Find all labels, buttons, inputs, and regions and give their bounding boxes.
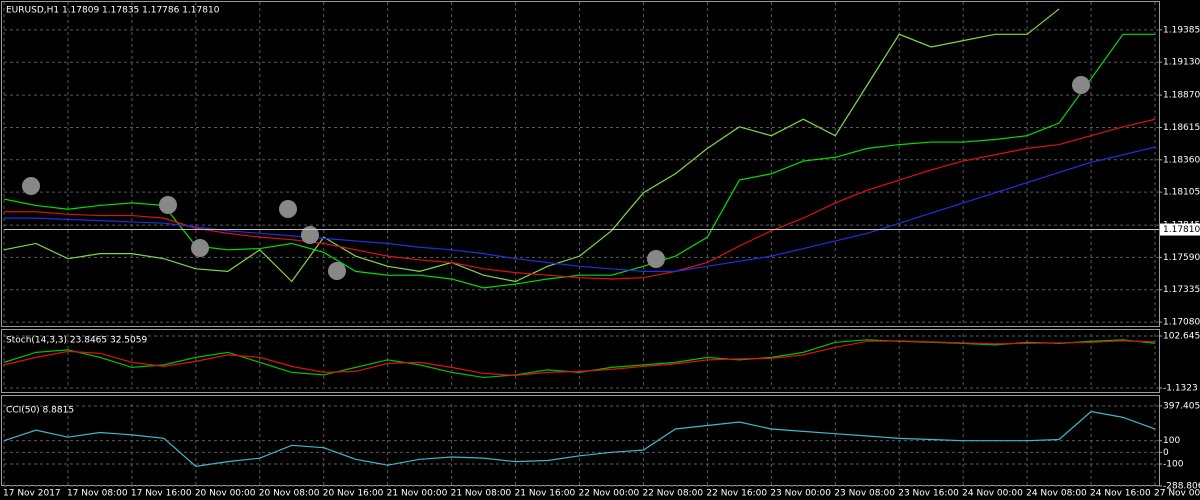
x-tick-label: 23 Nov 16:00: [898, 489, 959, 499]
y-tick-label: 1.17080: [1163, 318, 1200, 328]
x-tick-label: 22 Nov 16:00: [706, 489, 767, 499]
x-tick-label: 20 Nov 16:00: [323, 489, 384, 499]
x-tick-label: 24 Nov 00:00: [962, 489, 1023, 499]
x-tick-label: 21 Nov 08:00: [451, 489, 512, 499]
stoch-panel: [1, 329, 1160, 393]
x-tick-label: 21 Nov 16:00: [515, 489, 576, 499]
y-tick-label: 1.19385: [1163, 25, 1200, 35]
x-tick-label: 17 Nov 08:00: [67, 489, 128, 499]
x-tick-label: 24 Nov 08:00: [1026, 489, 1087, 499]
signal-marker: [191, 239, 209, 257]
x-tick-label: 22 Nov 00:00: [579, 489, 640, 499]
x-tick-label: 17 Nov 16:00: [131, 489, 192, 499]
signal-marker: [328, 262, 346, 280]
y-tick-label: 1.18105: [1163, 188, 1200, 198]
y-tick-label: -1.1323: [1163, 384, 1198, 394]
signal-marker: [647, 250, 665, 268]
y-tick-label: 100: [1163, 436, 1180, 446]
y-tick-label: 1.18360: [1163, 155, 1200, 165]
signal-marker: [279, 200, 297, 218]
panel-title: CCI(50) 8.8815: [6, 406, 74, 416]
price-label-box: [1160, 223, 1200, 236]
y-tick-label: 397.4056: [1163, 402, 1200, 412]
x-tick-label: 23 Nov 00:00: [770, 489, 831, 499]
y-tick-label: 0: [1163, 448, 1169, 458]
panel-title: EURUSD,H1 1.17809 1.17835 1.17786 1.1781…: [6, 6, 220, 16]
signal-marker: [159, 196, 177, 214]
price-label: 1.17810: [1163, 225, 1200, 235]
x-tick-label: 21 Nov 00:00: [387, 489, 448, 499]
series-line: [3, 410, 1156, 467]
x-tick-label: 17 Nov 2017: [3, 489, 61, 499]
signal-marker: [1072, 76, 1090, 94]
signal-marker: [301, 226, 319, 244]
x-tick-label: 24 Nov 16:00: [1090, 489, 1151, 499]
y-tick-label: 1.19130: [1163, 58, 1200, 68]
y-tick-label: 1.17335: [1163, 285, 1200, 295]
y-tick-label: 1.17590: [1163, 253, 1200, 263]
x-tick-label: 23 Nov 08:00: [834, 489, 895, 499]
x-tick-label: 27 Nov 00:00: [1154, 489, 1200, 499]
series-line: [4, 146, 1156, 272]
signal-marker: [22, 177, 40, 195]
y-tick-label: 1.18870: [1163, 91, 1200, 101]
y-tick-label: -100: [1163, 459, 1184, 469]
series-line: [3, 340, 1156, 377]
main-panel: [1, 1, 1160, 327]
x-tick-label: 22 Nov 08:00: [642, 489, 703, 499]
y-tick-label: 102.6452: [1163, 332, 1200, 342]
panel-title: Stoch(14,3,3) 23.8465 32.5059: [6, 336, 147, 346]
y-tick-label: -288.8066: [1163, 482, 1200, 492]
series-line: [4, 118, 1156, 280]
y-tick-label: 1.18615: [1163, 123, 1200, 133]
x-tick-label: 20 Nov 08:00: [259, 489, 320, 499]
signal-markers: [22, 76, 1090, 280]
x-tick-label: 20 Nov 00:00: [195, 489, 256, 499]
